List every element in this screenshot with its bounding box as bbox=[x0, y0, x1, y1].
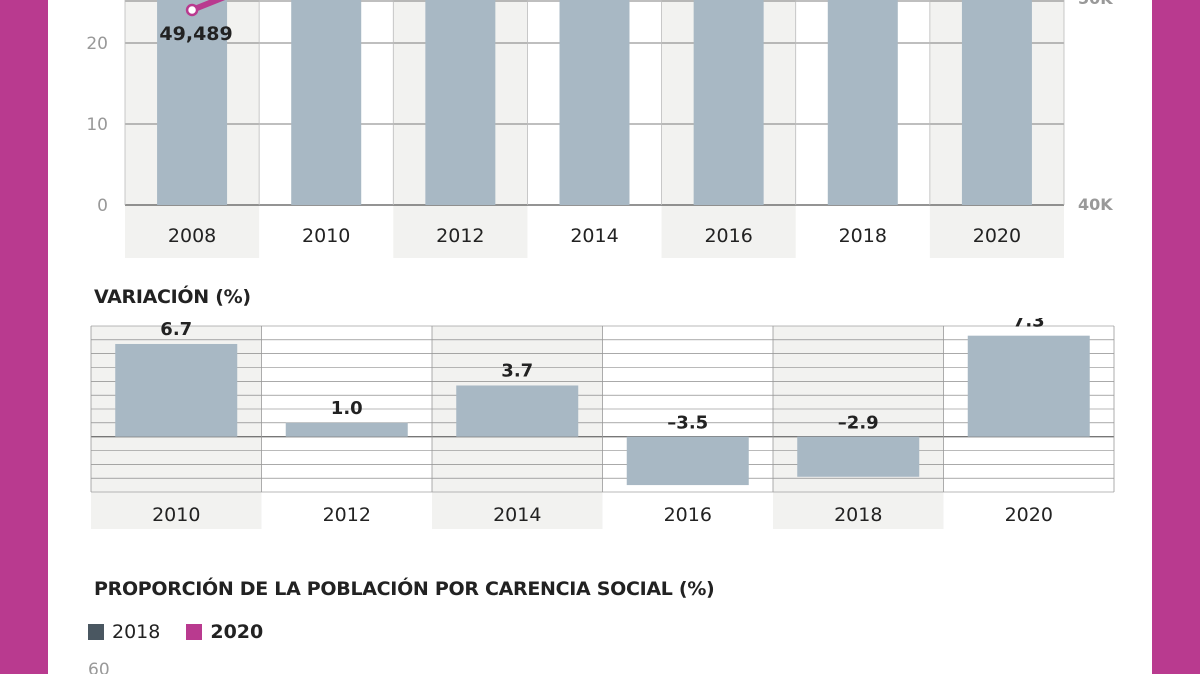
legend-label-2018: 2018 bbox=[112, 621, 161, 643]
proportion-title: PROPORCIÓN DE LA POBLACIÓN POR CARENCIA … bbox=[94, 578, 715, 600]
legend-swatch-2020 bbox=[186, 624, 203, 640]
var-xtick-2016: 2016 bbox=[664, 504, 712, 526]
proportion-legend: 2018 2020 bbox=[88, 621, 289, 643]
var-bar-2010 bbox=[115, 343, 238, 437]
top-xtick-2008: 2008 bbox=[168, 225, 216, 247]
top-ytick-0: 0 bbox=[97, 196, 108, 216]
var-bar-2016 bbox=[626, 436, 749, 486]
variation-title: VARIACIÓN (%) bbox=[94, 286, 251, 308]
var-xtick-2010: 2010 bbox=[152, 504, 200, 526]
var-bar-2020 bbox=[967, 335, 1090, 437]
top-xtick-2020: 2020 bbox=[973, 225, 1021, 247]
top-bar-2012 bbox=[425, 0, 496, 205]
top-ytick-20: 20 bbox=[86, 34, 108, 54]
var-bar-2018 bbox=[797, 436, 920, 477]
top-xtick-2014: 2014 bbox=[570, 225, 618, 247]
top-xtick-2010: 2010 bbox=[302, 225, 350, 247]
top-bar-2020 bbox=[961, 0, 1032, 205]
var-value-label-2016: –3.5 bbox=[667, 413, 708, 434]
trend-point-2008 bbox=[185, 3, 199, 17]
legend-item-2018: 2018 bbox=[88, 621, 160, 643]
top-bar-2014 bbox=[559, 0, 630, 205]
proportion-axis-tick: 60 bbox=[88, 660, 110, 674]
var-bar-2012 bbox=[285, 422, 408, 437]
top-xtick-2016: 2016 bbox=[704, 225, 752, 247]
var-xtick-2018: 2018 bbox=[834, 504, 882, 526]
var-value-label-2018: –2.9 bbox=[838, 413, 879, 434]
legend-label-2020: 2020 bbox=[210, 621, 264, 643]
var-xtick-2012: 2012 bbox=[323, 504, 371, 526]
top-bar-2016 bbox=[693, 0, 764, 205]
top-xtick-2012: 2012 bbox=[436, 225, 484, 247]
top-bar-chart: 2008 2010 2012 2014 2016 2018 2020 0 10 20 40K 50K 4… bbox=[86, 0, 1113, 258]
top-xtick-2018: 2018 bbox=[839, 225, 887, 247]
variation-bar-chart: 6.7 2010 1.0 2012 3.7 2014 –3.5 2016 –2.9 2018 7.3… bbox=[90, 318, 1115, 529]
var-band-2018 bbox=[773, 326, 944, 529]
top-bar-2010 bbox=[291, 0, 362, 205]
var-bar-2014 bbox=[456, 385, 579, 437]
top-bar-2018 bbox=[827, 0, 898, 205]
infographic-panel: 2008 2010 2012 2014 2016 2018 2020 0 10 20 40K 50K 4… bbox=[48, 0, 1152, 674]
top-rtick-40k: 40K bbox=[1078, 195, 1113, 214]
trend-line-segment bbox=[189, 0, 226, 13]
var-value-label-2020: 7.3 bbox=[1013, 318, 1045, 332]
legend-item-2020: 2020 bbox=[186, 621, 263, 643]
top-rtick-50k: 50K bbox=[1078, 0, 1113, 8]
legend-swatch-2018 bbox=[88, 624, 104, 640]
top-ytick-10: 10 bbox=[86, 115, 108, 135]
var-xtick-2020: 2020 bbox=[1005, 504, 1053, 526]
top-bar-2008 bbox=[157, 0, 228, 205]
trend-label-2008: 49,489 bbox=[159, 23, 232, 45]
var-xtick-2014: 2014 bbox=[493, 504, 541, 526]
var-value-label-2014: 3.7 bbox=[501, 360, 533, 381]
var-value-label-2012: 1.0 bbox=[331, 398, 363, 419]
var-value-label-2010: 6.7 bbox=[160, 319, 192, 340]
